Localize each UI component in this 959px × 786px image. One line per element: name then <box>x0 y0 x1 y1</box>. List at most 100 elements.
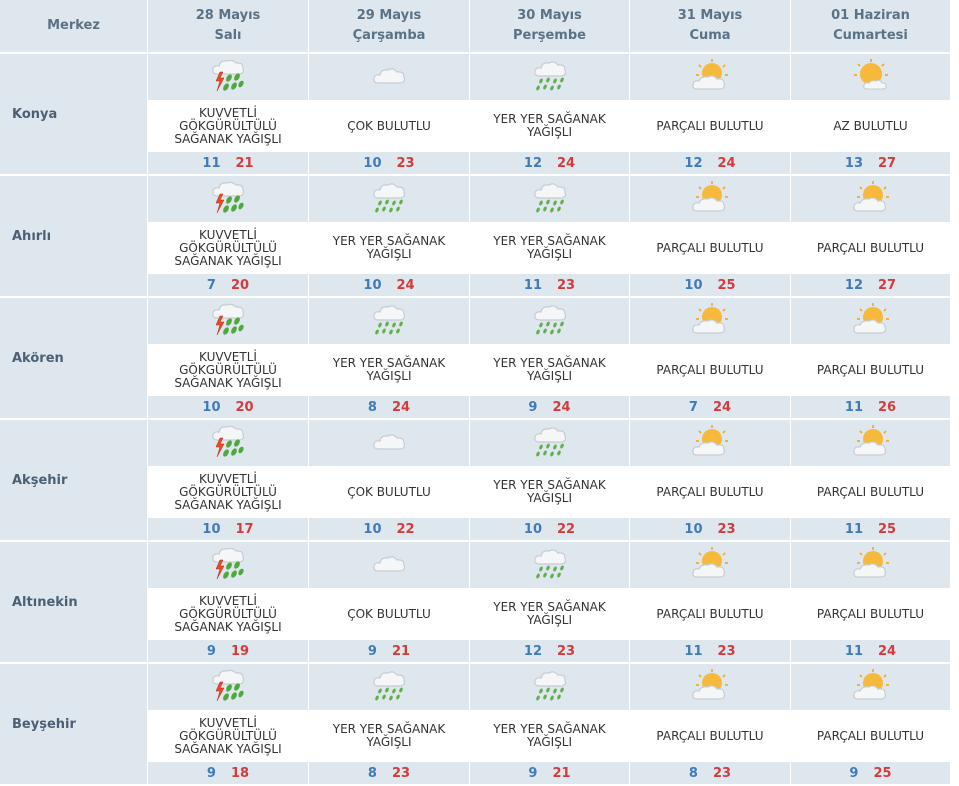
max-temperature: 19 <box>230 643 250 659</box>
forecast-icon-cell <box>630 664 790 710</box>
min-temperature: 11 <box>844 399 863 415</box>
min-temperature: 9 <box>849 765 859 781</box>
forecast-temperatures: 10 22 <box>470 518 629 540</box>
forecast-description: PARÇALI BULUTLU <box>791 588 950 640</box>
partly-cloudy-icon <box>851 425 891 461</box>
max-temperature: 21 <box>552 765 571 781</box>
city-name[interactable]: Konya <box>0 54 147 174</box>
forecast-description: YER YER SAĞANAK YAĞIŞLI <box>309 344 469 396</box>
forecast-description: KUVVETLİ GÖKGÜRÜLTÜLÜ SAĞANAK YAĞIŞLI <box>148 222 308 274</box>
max-temperature: 23 <box>391 765 411 781</box>
forecast-description: PARÇALI BULUTLU <box>791 710 950 762</box>
city-name[interactable]: Altınekin <box>0 542 147 662</box>
forecast-temperatures: 11 24 <box>791 640 950 662</box>
showers-icon <box>530 59 570 95</box>
forecast-icon-cell <box>791 176 950 222</box>
max-temperature: 23 <box>396 155 415 171</box>
forecast-icon-cell <box>309 420 469 466</box>
thunder-rain-icon <box>208 303 248 339</box>
min-temperature: 8 <box>367 765 377 781</box>
header-day-1: 29 Mayıs Çarşamba <box>309 0 469 52</box>
forecast-temperatures: 9 18 <box>148 762 308 784</box>
partly-cloudy-icon <box>690 303 730 339</box>
max-temperature: 17 <box>235 521 254 537</box>
partly-cloudy-icon <box>690 669 730 705</box>
min-temperature: 10 <box>363 521 382 537</box>
forecast-icon-cell <box>791 54 950 100</box>
min-temperature: 12 <box>523 155 542 171</box>
min-temperature: 13 <box>844 155 863 171</box>
forecast-description: YER YER SAĞANAK YAĞIŞLI <box>470 710 629 762</box>
forecast-icon-cell <box>630 176 790 222</box>
forecast-temperatures: 9 24 <box>470 396 629 418</box>
showers-icon <box>530 669 570 705</box>
min-temperature: 11 <box>684 643 703 659</box>
max-temperature: 24 <box>712 399 732 415</box>
min-temperature: 10 <box>684 521 703 537</box>
forecast-icon-cell <box>791 298 950 344</box>
forecast-temperatures: 12 27 <box>791 274 950 296</box>
header-day-3: 31 Mayıs Cuma <box>630 0 790 52</box>
forecast-icon-cell <box>791 664 950 710</box>
forecast-temperatures: 7 24 <box>630 396 790 418</box>
forecast-temperatures: 12 23 <box>470 640 629 662</box>
header-weekday: Salı <box>214 28 242 43</box>
forecast-temperatures: 11 21 <box>148 152 308 174</box>
partly-cloudy-icon <box>851 547 891 583</box>
forecast-description: KUVVETLİ GÖKGÜRÜLTÜLÜ SAĞANAK YAĞIŞLI <box>148 100 308 152</box>
city-name[interactable]: Beyşehir <box>0 664 147 784</box>
thunder-rain-icon <box>208 181 248 217</box>
row-divider <box>0 174 950 176</box>
min-temperature: 9 <box>206 643 216 659</box>
forecast-temperatures: 9 25 <box>791 762 950 784</box>
mostly-sunny-icon <box>851 59 891 95</box>
forecast-temperatures: 10 17 <box>148 518 308 540</box>
forecast-description: PARÇALI BULUTLU <box>630 588 790 640</box>
forecast-icon-cell <box>630 298 790 344</box>
forecast-temperatures: 10 23 <box>630 518 790 540</box>
cloud-icon <box>369 59 409 95</box>
thunder-rain-icon <box>208 669 248 705</box>
forecast-temperatures: 11 26 <box>791 396 950 418</box>
min-temperature: 11 <box>844 643 863 659</box>
showers-icon <box>530 303 570 339</box>
forecast-temperatures: 11 23 <box>470 274 629 296</box>
forecast-description: PARÇALI BULUTLU <box>630 710 790 762</box>
forecast-temperatures: 10 22 <box>309 518 469 540</box>
forecast-description: ÇOK BULUTLU <box>309 466 469 518</box>
max-temperature: 23 <box>717 643 736 659</box>
header-date: 01 Haziran <box>831 8 910 23</box>
max-temperature: 25 <box>878 521 897 537</box>
city-name[interactable]: Akören <box>0 298 147 418</box>
forecast-description: PARÇALI BULUTLU <box>630 466 790 518</box>
forecast-description: PARÇALI BULUTLU <box>630 222 790 274</box>
max-temperature: 21 <box>235 155 254 171</box>
cloud-icon <box>369 425 409 461</box>
row-divider <box>0 540 950 542</box>
forecast-description: YER YER SAĞANAK YAĞIŞLI <box>470 466 629 518</box>
forecast-temperatures: 10 23 <box>309 152 469 174</box>
showers-icon <box>530 547 570 583</box>
forecast-description: ÇOK BULUTLU <box>309 100 469 152</box>
thunder-rain-icon <box>208 59 248 95</box>
forecast-icon-cell <box>791 420 950 466</box>
forecast-icon-cell <box>309 298 469 344</box>
min-temperature: 9 <box>528 765 538 781</box>
partly-cloudy-icon <box>690 425 730 461</box>
forecast-description: AZ BULUTLU <box>791 100 950 152</box>
min-temperature: 10 <box>684 277 703 293</box>
max-temperature: 22 <box>396 521 415 537</box>
forecast-icon-cell <box>148 542 308 588</box>
city-name[interactable]: Akşehir <box>0 420 147 540</box>
forecast-icon-cell <box>470 664 629 710</box>
forecast-temperatures: 12 24 <box>470 152 629 174</box>
partly-cloudy-icon <box>851 181 891 217</box>
forecast-description: KUVVETLİ GÖKGÜRÜLTÜLÜ SAĞANAK YAĞIŞLI <box>148 466 308 518</box>
max-temperature: 24 <box>557 155 576 171</box>
header-day-0: 28 Mayıs Salı <box>148 0 308 52</box>
min-temperature: 7 <box>206 277 216 293</box>
header-day-2: 30 Mayıs Perşembe <box>470 0 629 52</box>
city-name[interactable]: Ahırlı <box>0 176 147 296</box>
forecast-icon-cell <box>309 542 469 588</box>
max-temperature: 24 <box>878 643 897 659</box>
